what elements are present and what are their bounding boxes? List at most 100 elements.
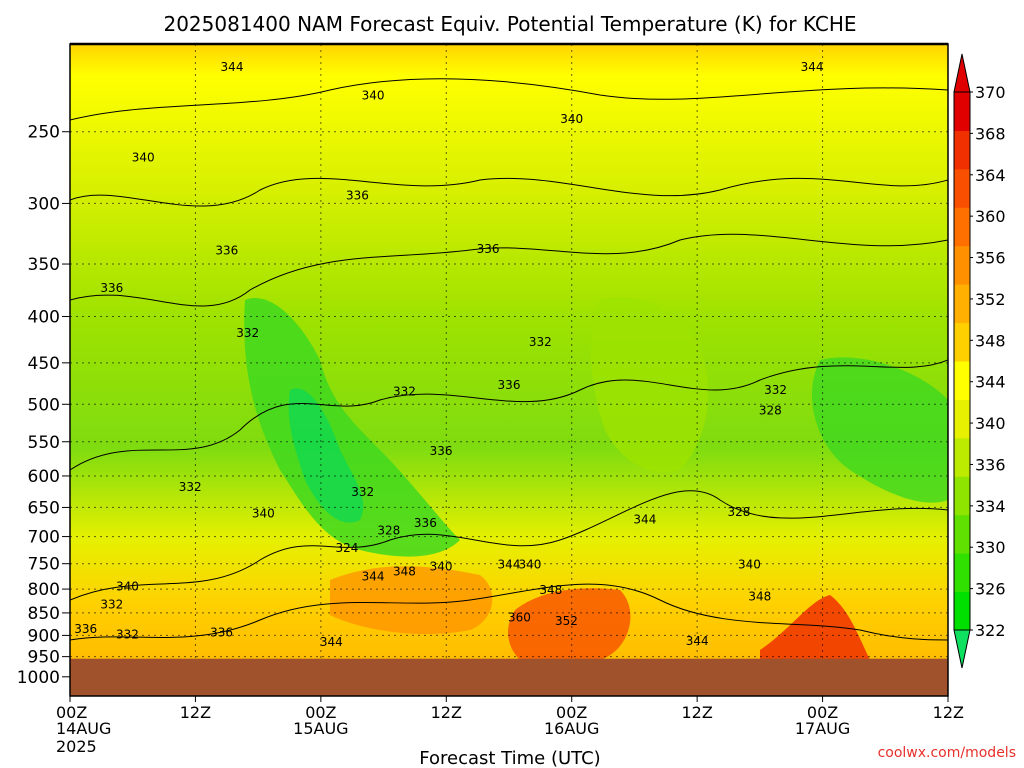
colorbar-tick-label-8: 352 [975,290,1006,309]
contour-label-30: 340 [116,580,139,594]
y-tick-label-400: 400 [28,308,60,328]
y-tick-label-850: 850 [28,604,60,624]
colorbar-segment-13 [954,92,970,131]
y-tick-label-450: 450 [28,354,60,374]
contour-label-27: 344 [498,558,521,572]
colorbar-bottom-arrow [953,629,971,669]
contour-label-6: 336 [215,243,238,257]
colorbar-segment-4 [954,437,970,477]
y-tick-label-250: 250 [28,123,60,143]
colorbar-segment-6 [954,361,970,400]
x-tick-label-3: 12Z [431,703,462,722]
contour-label-12: 336 [498,378,521,392]
colorbar-segment-10 [954,207,970,247]
contour-label-4: 340 [132,151,155,165]
contour-label-7: 336 [477,242,500,256]
colorbar-tick-label-13: 370 [975,83,1006,102]
ground-below-surface [70,658,948,696]
contour-line-4 [70,359,948,471]
contour-label-34: 360 [508,611,531,625]
y-tick-label-550: 550 [28,433,60,453]
x-tick-label-1: 12Z [180,703,211,722]
x-year-label-0: 2025 [56,737,97,756]
y-tick-label-750: 750 [28,555,60,575]
contour-label-10: 332 [529,335,552,349]
colorbar-tick-label-11: 364 [975,166,1006,185]
high-theta-region-2 [508,588,631,660]
contour-label-39: 344 [320,635,343,649]
contour-label-37: 332 [116,628,139,642]
low-theta-region-2 [288,388,364,523]
contour-label-21: 328 [377,523,400,537]
colorbar-segment-0 [954,591,970,631]
contour-label-26: 340 [430,559,453,573]
x-tick-label-6: 00Z [807,703,838,722]
high-theta-region-1 [330,566,493,635]
low-theta-region-4 [811,357,948,503]
contour-label-29: 340 [738,558,761,572]
low-theta-region-3 [590,297,709,473]
contour-label-0: 344 [221,60,244,74]
colorbar-tick-label-4: 336 [975,455,1006,474]
contour-label-35: 352 [555,614,578,628]
y-tick-label-300: 300 [28,194,60,214]
y-tick-label-600: 600 [28,467,60,487]
x-tick-label-5: 12Z [681,703,712,722]
y-axis: 2503003504004505005506006507007508008509… [17,123,70,688]
colorbar-tick-label-2: 330 [975,538,1006,557]
colorbar-segment-7 [954,322,970,362]
colorbar-segment-11 [954,168,970,208]
y-tick-label-650: 650 [28,498,60,518]
x-tick-label-0: 00Z [56,703,87,722]
x-date-label-4: 16AUG [544,719,599,738]
contour-line-3 [70,233,948,307]
contour-label-38: 336 [210,625,233,639]
contour-label-28: 340 [518,558,541,572]
contour-label-31: 348 [539,583,562,597]
colorbar-segment-12 [954,130,970,170]
colorbar-tick-label-12: 368 [975,124,1006,143]
x-date-label-2: 15AUG [293,719,348,738]
colorbar-tick-label-10: 360 [975,207,1006,226]
high-theta-region-3 [760,595,870,660]
colorbar-tick-label-1: 326 [975,580,1006,599]
x-tick-label-2: 00Z [305,703,336,722]
field-background [70,44,948,696]
contour-line-6 [70,583,948,641]
y-tick-label-950: 950 [28,648,60,668]
contour-label-5: 336 [346,188,369,202]
x-axis-label: Forecast Time (UTC) [419,748,600,768]
contour-label-11: 332 [393,384,416,398]
colorbar-tick-label-9: 356 [975,249,1006,268]
colorbar-segment-1 [954,553,970,593]
contour-label-20: 344 [633,512,656,526]
contour-label-15: 336 [430,444,453,458]
contour-label-8: 336 [100,281,123,295]
x-date-label-0: 14AUG [56,719,111,738]
contour-label-40: 344 [686,634,709,648]
contour-label-17: 332 [351,485,374,499]
colorbar-tick-label-7: 348 [975,331,1006,350]
colorbar-segment-2 [954,514,970,554]
contour-label-16: 332 [179,480,202,494]
y-tick-label-800: 800 [28,580,60,600]
contour-line-1 [70,78,948,121]
contour-line-2 [70,177,948,207]
colorbar-segment-3 [954,476,970,516]
contour-label-9: 332 [236,326,259,340]
y-tick-label-1000: 1000 [17,668,60,688]
colorbar-segment-9 [954,245,970,285]
colorbar-tick-label-6: 344 [975,373,1006,392]
colorbar-tick-label-0: 322 [975,621,1006,640]
credit-text: coolwx.com/models [878,745,1016,761]
contour-label-33: 332 [100,597,123,611]
chart-title: 2025081400 NAM Forecast Equiv. Potential… [163,12,856,36]
colorbar-tick-label-5: 340 [975,414,1006,433]
x-tick-label-4: 00Z [556,703,587,722]
contour-label-24: 348 [393,564,416,578]
colorbar-segment-8 [954,284,970,324]
colorbar-segment-5 [954,399,970,439]
contour-label-36: 336 [74,622,97,636]
